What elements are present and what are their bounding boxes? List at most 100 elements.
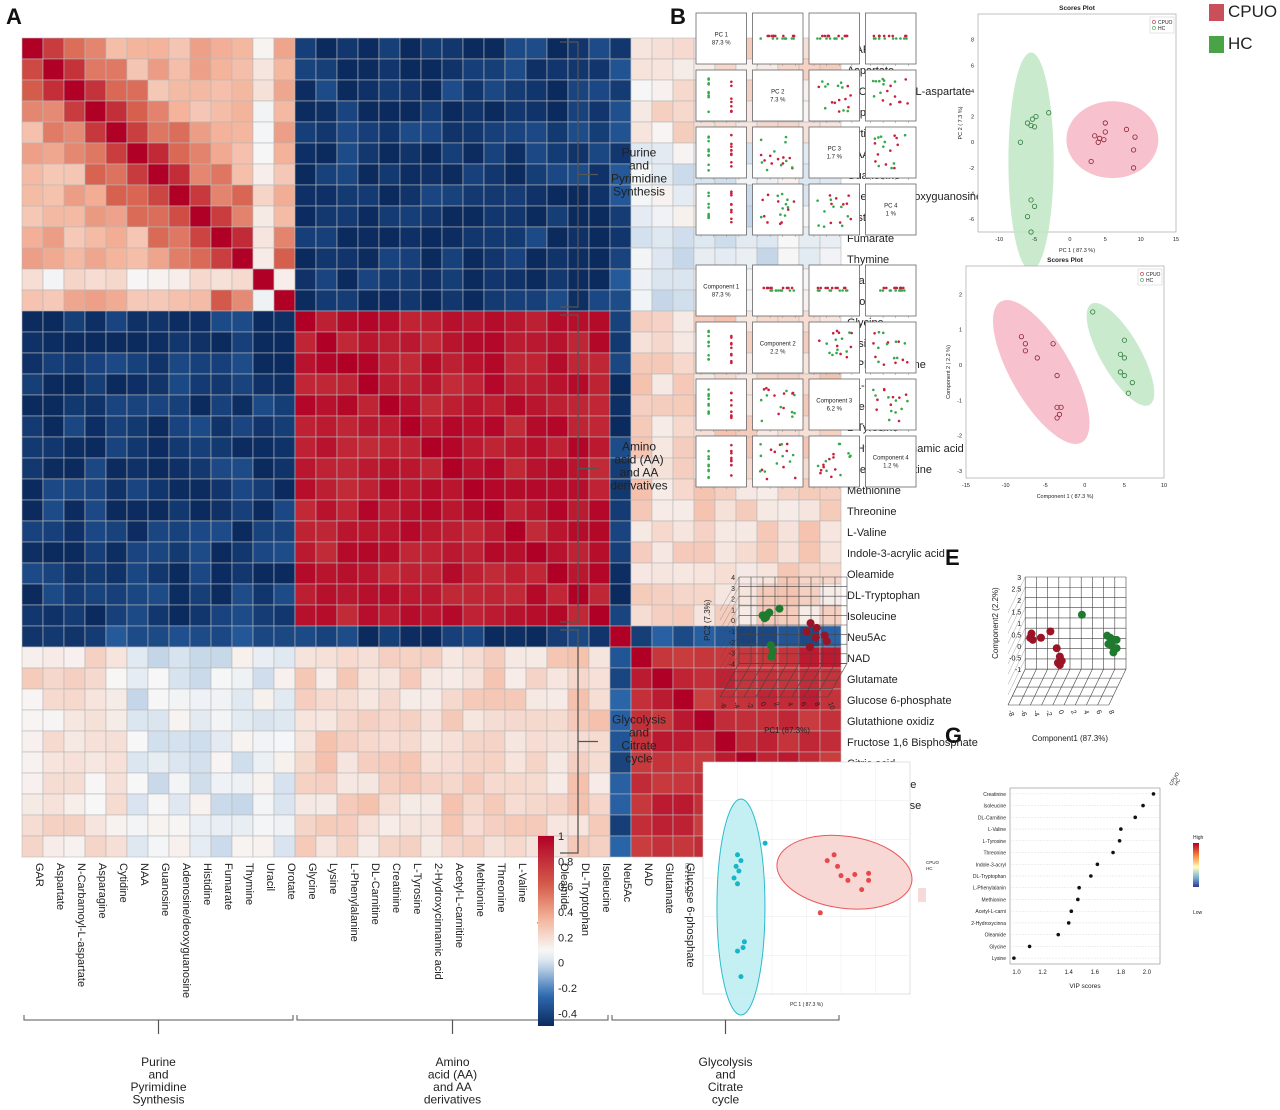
pairs-point xyxy=(835,329,839,333)
heatmap-cell xyxy=(609,226,632,249)
heatmap-cell xyxy=(399,688,422,711)
group-label-bottom: and xyxy=(148,1068,168,1082)
heatmap-cell xyxy=(483,100,506,123)
heatmap-cell xyxy=(168,247,191,270)
pairs-point xyxy=(841,37,844,40)
panel-label-E: E xyxy=(945,545,960,570)
heatmap-cell xyxy=(651,835,674,858)
heatmap-cell xyxy=(315,247,338,270)
heatmap-cell xyxy=(231,373,254,396)
pairs-point xyxy=(849,94,852,97)
heatmap-cell xyxy=(630,667,653,690)
heatmap-cell xyxy=(525,436,548,459)
heatmap-row-label: Glucose 6-phosphate xyxy=(847,695,952,707)
grid-line xyxy=(1007,628,1026,665)
pairs-point xyxy=(874,37,877,40)
heatmap-cell xyxy=(819,541,842,564)
heatmap-cell xyxy=(546,205,569,228)
heatmap-cell xyxy=(273,793,296,816)
scatter3d-point xyxy=(1046,627,1055,636)
heatmap-cell xyxy=(252,499,275,522)
axis-tick-y: 0 xyxy=(1017,644,1021,651)
heatmap-cell xyxy=(504,772,527,795)
heatmap-cell xyxy=(84,268,107,291)
confidence-ellipse xyxy=(1066,101,1159,179)
heatmap-cell xyxy=(21,352,44,375)
heatmap-cell xyxy=(399,436,422,459)
heatmap-cell xyxy=(609,604,632,627)
heatmap-cell xyxy=(357,667,380,690)
heatmap-cell xyxy=(231,667,254,690)
pairs-cell xyxy=(808,126,860,179)
heatmap-cell xyxy=(651,247,674,270)
heatmap-cell xyxy=(588,100,611,123)
grid-line xyxy=(1007,607,1026,644)
heatmap-cell xyxy=(462,793,485,816)
heatmap-cell xyxy=(399,730,422,753)
heatmap-cell xyxy=(609,814,632,837)
heatmap-cell xyxy=(273,499,296,522)
pairs-point xyxy=(776,157,780,161)
pairs-point xyxy=(763,159,766,162)
scores-legend-label: HC xyxy=(1158,26,1166,32)
heatmap-cell xyxy=(546,583,569,606)
heatmap-cell xyxy=(21,142,44,165)
scatter3d-point xyxy=(1052,644,1061,653)
heatmap-cell xyxy=(672,457,695,480)
heatmap-cell xyxy=(315,331,338,354)
heatmap-cell xyxy=(546,730,569,753)
heatmap-cell xyxy=(588,184,611,207)
heatmap-col-label: Guanosine xyxy=(159,863,171,916)
pairs-point xyxy=(834,197,838,200)
heatmap-cell xyxy=(777,562,800,585)
pairs-point xyxy=(829,198,833,201)
heatmap-cell xyxy=(231,163,254,186)
heatmap-cell xyxy=(357,142,380,165)
heatmap-cell xyxy=(588,205,611,228)
heatmap-cell xyxy=(609,79,632,102)
grid-line xyxy=(1007,617,1026,654)
heatmap-cell xyxy=(357,226,380,249)
heatmap-cell xyxy=(756,499,779,522)
heatmap-cell xyxy=(357,541,380,564)
heatmap-cell xyxy=(357,457,380,480)
heatmap-cell xyxy=(210,142,233,165)
heatmap-cell xyxy=(630,226,653,249)
heatmap-cell xyxy=(672,667,695,690)
heatmap-cell xyxy=(294,520,317,543)
heatmap-cell xyxy=(168,520,191,543)
heatmap-cell xyxy=(336,562,359,585)
heatmap-cell xyxy=(168,583,191,606)
scores-point xyxy=(1054,415,1060,421)
heatmap-cell xyxy=(21,772,44,795)
heatmap-cell xyxy=(126,268,149,291)
heatmap-cell xyxy=(546,79,569,102)
heatmap-cell xyxy=(126,751,149,774)
pairs-point xyxy=(730,474,733,477)
pairs-point xyxy=(730,203,733,206)
heatmap-cell xyxy=(210,100,233,123)
heatmap-cell xyxy=(189,562,212,585)
heatmap-cell xyxy=(126,373,149,396)
heatmap-cell xyxy=(84,58,107,81)
heatmap-cell xyxy=(84,247,107,270)
pairs-point xyxy=(873,331,876,335)
scores-point xyxy=(1024,214,1031,220)
heatmap-cell xyxy=(525,667,548,690)
group-label-bottom: Purine xyxy=(141,1055,176,1069)
heatmap-cell xyxy=(294,541,317,564)
heatmap-cell xyxy=(168,79,191,102)
pairs-point xyxy=(759,153,763,157)
heatmap-cell xyxy=(357,121,380,144)
heatmap-cell xyxy=(504,310,527,333)
heatmap-row-label: Glutamate xyxy=(847,674,898,686)
heatmap-cell xyxy=(315,289,338,312)
group-label-right: Citrate xyxy=(621,739,657,753)
heatmap-cell xyxy=(504,373,527,396)
pairs-point xyxy=(707,412,710,415)
heatmap-cell xyxy=(84,604,107,627)
heatmap-cell xyxy=(252,373,275,396)
heatmap-cell xyxy=(672,37,695,60)
pairs-point xyxy=(840,224,844,228)
